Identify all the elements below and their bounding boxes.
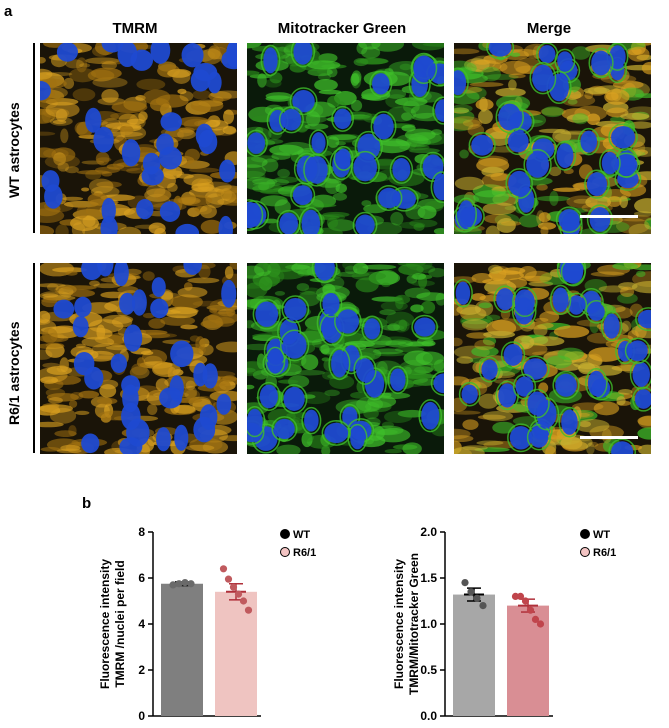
data-point bbox=[187, 580, 195, 588]
data-point bbox=[169, 581, 177, 589]
data-point bbox=[461, 579, 469, 587]
legend-label: WT bbox=[293, 529, 310, 541]
chart-0-plot: 0 2 4 6 8 Fluorescence intensityTMRM /nuclei … bbox=[98, 525, 316, 723]
scale-bar-wt bbox=[580, 215, 638, 218]
y-tick-label: 6 bbox=[138, 571, 145, 585]
legend-label: R6/1 bbox=[593, 547, 616, 559]
micrograph-wt-merge bbox=[454, 43, 651, 234]
row-divider-wt bbox=[33, 43, 35, 233]
bar-chart-tmrm-mitotracker-ratio: 0.0 0.5 1.0 1.5 2.0 Fluorescence intensityTMR… bbox=[392, 525, 616, 723]
chart-1-plot: 0.0 0.5 1.0 1.5 2.0 Fluorescence intensityTMR… bbox=[392, 525, 616, 723]
bar-WT bbox=[453, 594, 495, 716]
y-tick-label: 1.0 bbox=[420, 617, 437, 631]
data-point bbox=[536, 620, 545, 628]
data-point bbox=[521, 597, 530, 605]
bar-WT bbox=[161, 583, 203, 716]
data-point bbox=[526, 606, 535, 614]
y-axis-label: Fluorescence intensityTMRM/Mitotracker G… bbox=[392, 553, 421, 695]
column-header-merge: Merge bbox=[526, 20, 572, 37]
data-point bbox=[511, 592, 520, 600]
panel-a-label: a bbox=[4, 3, 13, 20]
micrograph-wt-mitotracker bbox=[247, 43, 444, 234]
y-tick-label: 1.5 bbox=[420, 571, 437, 585]
y-tick-label: 0.0 bbox=[420, 709, 437, 723]
legend-label: WT bbox=[593, 529, 610, 541]
micrograph-wt-tmrm bbox=[40, 43, 237, 234]
data-point bbox=[219, 565, 228, 573]
data-point bbox=[224, 575, 233, 583]
data-point bbox=[473, 594, 481, 602]
legend-marker bbox=[280, 529, 290, 539]
micrograph-r61-mitotracker bbox=[247, 263, 444, 454]
legend-marker bbox=[280, 547, 290, 557]
legend-marker bbox=[580, 547, 590, 557]
column-header-tmrm: TMRM bbox=[112, 20, 158, 37]
legend-label: R6/1 bbox=[293, 547, 316, 559]
y-tick-label: 2.0 bbox=[420, 525, 437, 539]
data-point bbox=[181, 579, 189, 587]
bar-chart-tmrm-per-nuclei: 0 2 4 6 8 Fluorescence intensityTMRM /nuclei … bbox=[98, 525, 316, 723]
panel-b-label: b bbox=[82, 495, 92, 512]
micrograph-r61-tmrm bbox=[40, 263, 237, 454]
data-point bbox=[531, 615, 540, 623]
data-point bbox=[516, 592, 525, 600]
y-tick-label: 0.5 bbox=[420, 663, 437, 677]
data-point bbox=[479, 602, 487, 610]
row-label-r61: R6/1 astrocytes bbox=[6, 321, 22, 425]
column-header-mitotracker: Mitotracker Green bbox=[277, 20, 407, 37]
y-tick-label: 8 bbox=[138, 525, 145, 539]
data-point bbox=[244, 606, 253, 614]
data-point bbox=[239, 597, 248, 605]
y-tick-label: 0 bbox=[138, 709, 145, 723]
y-tick-label: 2 bbox=[138, 663, 145, 677]
legend-marker bbox=[580, 529, 590, 539]
row-label-wt: WT astrocytes bbox=[6, 102, 22, 198]
y-tick-label: 4 bbox=[138, 617, 145, 631]
row-divider-r61 bbox=[33, 263, 35, 453]
data-point bbox=[234, 590, 243, 598]
data-point bbox=[229, 583, 238, 591]
data-point bbox=[467, 588, 475, 596]
y-axis-label: Fluorescence intensityTMRM /nuclei per f… bbox=[98, 559, 127, 689]
scale-bar-r61 bbox=[580, 436, 638, 439]
data-point bbox=[175, 580, 183, 588]
micrograph-r61-merge bbox=[454, 263, 651, 454]
